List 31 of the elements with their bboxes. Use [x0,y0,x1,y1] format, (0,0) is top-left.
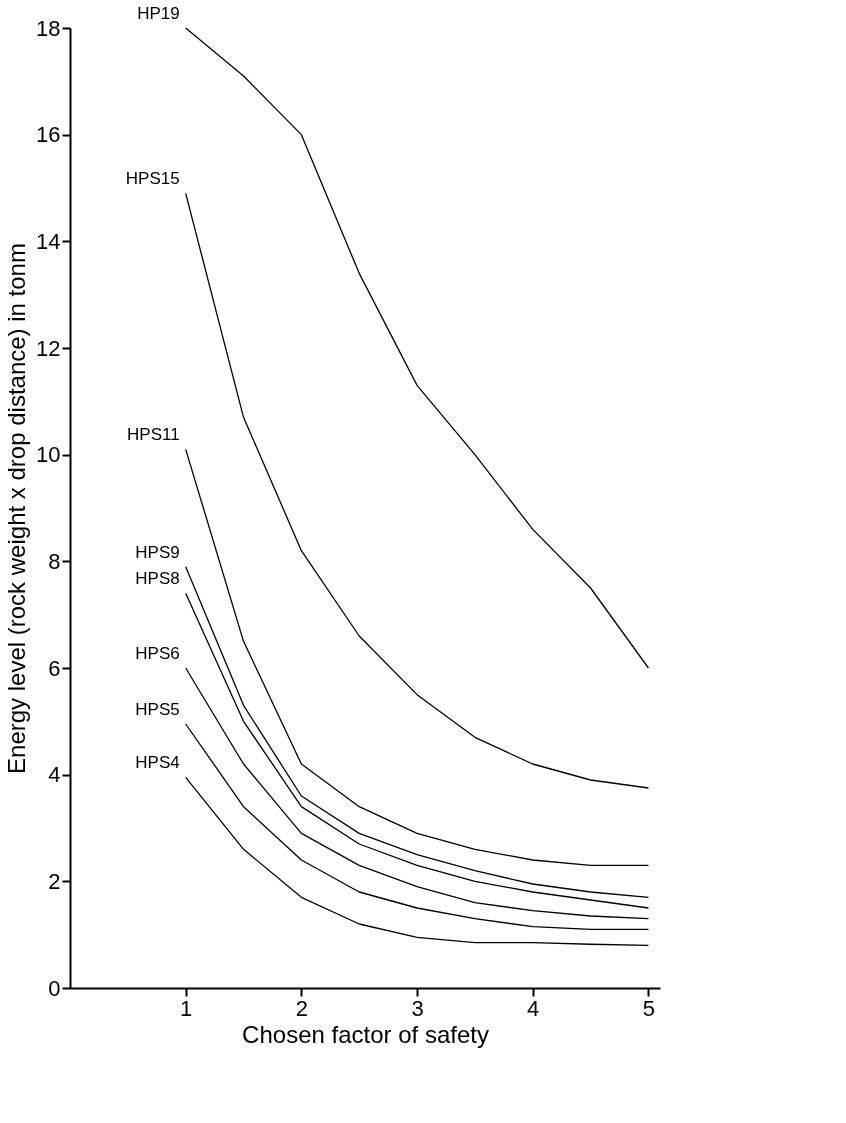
y-tick-label: 10 [36,442,61,468]
y-tick-label: 8 [48,548,61,574]
y-tick-label: 14 [36,228,61,254]
series-label: HPS15 [125,169,180,189]
x-tick-label: 4 [527,995,540,1021]
y-tick-label: 16 [36,122,61,148]
line-series [185,667,650,920]
line-series [185,448,650,866]
line-series [185,192,650,789]
y-tick-label: 6 [48,655,61,681]
line-series [185,27,650,669]
series-label: HPS8 [135,569,180,589]
line-series [185,723,650,930]
series-label: HPS4 [135,753,180,773]
series-label: HPS6 [135,644,180,663]
series-label: HPS9 [135,542,180,562]
x-tick-label: 3 [411,995,424,1021]
x-tick-label: 5 [642,995,656,1021]
x-tick-label: 1 [180,995,193,1021]
x-tick-label: 2 [295,995,308,1021]
y-axis-title: Energy level (rock weight x drop distance) in tonm [3,243,31,774]
series-label: HPS5 [135,700,180,719]
y-tick-label: 12 [36,335,61,361]
y-tick-label: 0 [48,975,61,1001]
series-label: HPS11 [127,425,180,445]
y-tick-label: 4 [48,762,61,788]
series-label: HP19 [137,4,180,23]
line-series [185,776,650,946]
y-tick-label: 2 [48,868,61,894]
y-tick-label: 18 [36,15,61,41]
x-axis-title: Chosen factor of safety [242,1020,489,1048]
